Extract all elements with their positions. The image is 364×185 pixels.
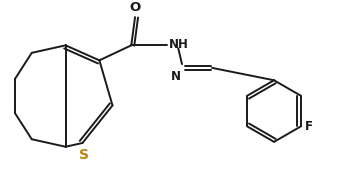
Text: NH: NH xyxy=(169,38,188,51)
Text: F: F xyxy=(304,120,312,133)
Text: N: N xyxy=(170,70,181,83)
Text: O: O xyxy=(130,1,141,14)
Text: S: S xyxy=(79,148,89,162)
